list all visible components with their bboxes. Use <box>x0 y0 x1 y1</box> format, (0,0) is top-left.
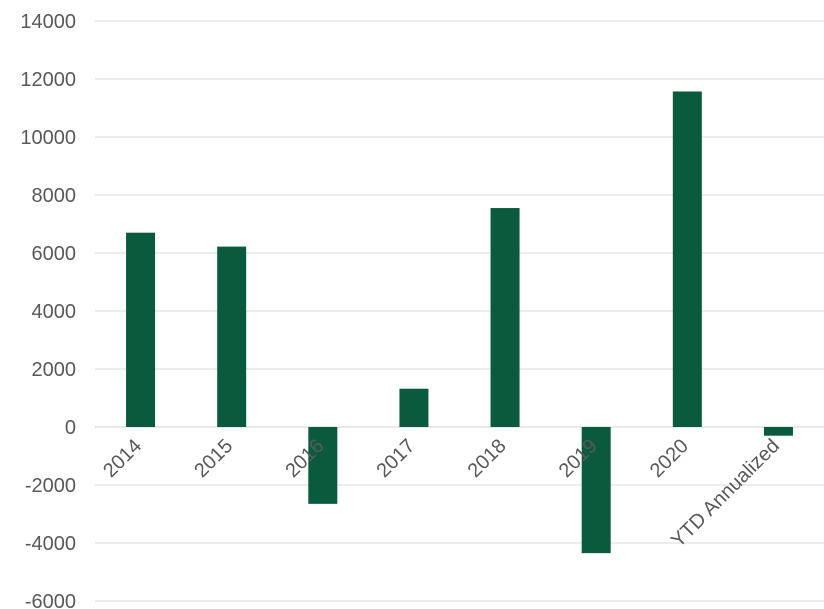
bar <box>581 427 611 554</box>
bar <box>308 427 338 504</box>
y-axis-tick-labels: -6000 -4000 -2000 0 2000 4000 6000 8000 10000 120… <box>20 11 76 609</box>
x-category-label: 2017 <box>372 435 419 482</box>
y-tick-label: -2000 <box>25 475 76 497</box>
y-tick-label: -4000 <box>25 533 76 555</box>
bar <box>490 208 520 427</box>
bar <box>672 91 702 427</box>
x-category-label: 2015 <box>190 435 237 482</box>
bar <box>126 232 156 427</box>
y-tick-label: 2000 <box>32 359 77 381</box>
x-category-label: 2018 <box>464 435 511 482</box>
y-tick-label: 6000 <box>32 243 77 265</box>
y-tick-label: 14000 <box>20 11 76 33</box>
bar <box>763 427 793 436</box>
y-tick-label: 12000 <box>20 69 76 91</box>
bar <box>217 246 247 427</box>
x-category-label: 2020 <box>646 435 693 482</box>
y-tick-label: 10000 <box>20 127 76 149</box>
bar-layer <box>126 91 793 554</box>
y-tick-label: 8000 <box>32 185 77 207</box>
bar <box>399 388 429 427</box>
y-tick-label: -6000 <box>25 591 76 609</box>
y-tick-label: 4000 <box>32 301 77 323</box>
grid-layer <box>95 20 824 602</box>
y-tick-label: 0 <box>65 417 76 439</box>
x-category-label: 2014 <box>99 435 146 482</box>
